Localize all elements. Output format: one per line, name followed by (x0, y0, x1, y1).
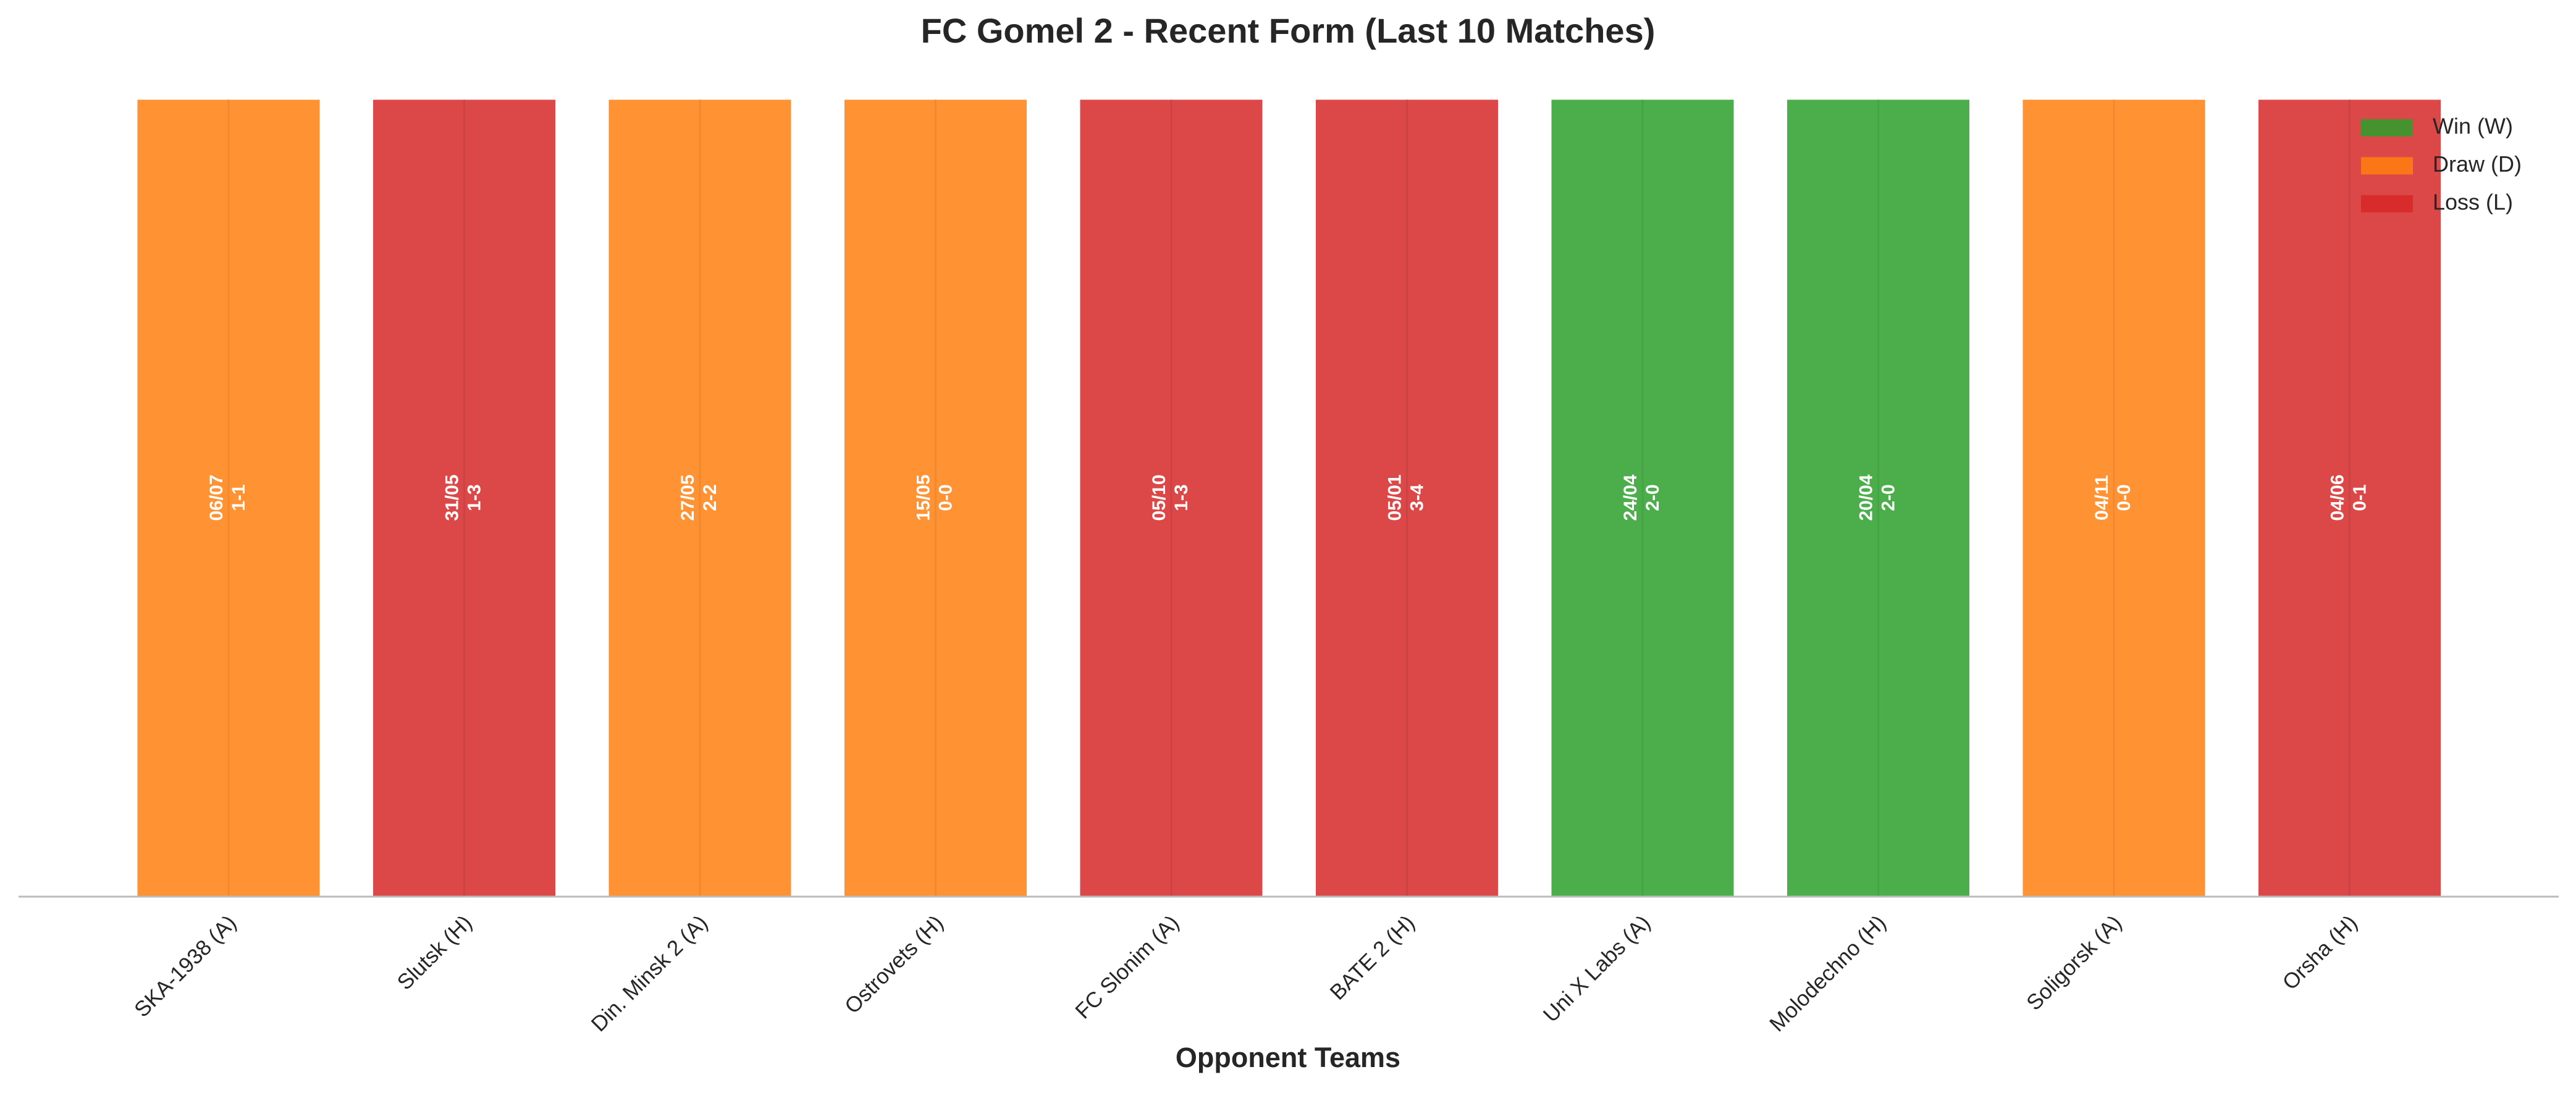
legend-label: Win (W) (2433, 114, 2513, 139)
x-tick-label: Ostrovets (H) (840, 911, 948, 1019)
x-tick-label: Uni X Labs (A) (1539, 911, 1656, 1028)
match-date: 04/11 (2092, 475, 2112, 520)
match-score: 0-1 (2349, 484, 2370, 511)
match-score: 2-0 (1643, 484, 1663, 511)
match-date: 27/05 (678, 474, 698, 521)
match-score: 2-2 (700, 484, 720, 511)
x-tick-label: Orsha (H) (2278, 911, 2362, 995)
legend-label: Draw (D) (2433, 151, 2522, 177)
legend-label: Loss (L) (2433, 190, 2513, 215)
x-axis-label: Opponent Teams (1176, 1042, 1400, 1073)
match-date: 05/01 (1384, 474, 1405, 521)
bar (2257, 98, 2443, 898)
bar (1549, 98, 1736, 898)
bar (1078, 98, 1265, 898)
match-score: 2-0 (1878, 484, 1898, 511)
legend-swatch (2361, 195, 2413, 212)
match-date: 24/04 (1620, 474, 1641, 521)
match-date: 20/04 (1856, 474, 1876, 521)
match-date: 06/07 (206, 474, 227, 521)
x-tick-label: SKA-1938 (A) (130, 911, 241, 1022)
bar (843, 98, 1029, 898)
match-score: 1-3 (464, 484, 484, 511)
match-score: 1-3 (1171, 484, 1192, 511)
legend-swatch (2361, 157, 2413, 175)
x-tick-label: Molodechno (H) (1765, 911, 1891, 1037)
x-tick-label: Soligorsk (A) (2022, 911, 2126, 1015)
bar (1785, 98, 1971, 898)
match-date: 05/10 (1149, 474, 1169, 521)
x-tick-label: Slutsk (H) (392, 911, 476, 995)
x-tick-label: BATE 2 (H) (1325, 911, 1419, 1005)
bar (607, 98, 793, 898)
match-score: 3-4 (1407, 484, 1427, 511)
match-score: 0-0 (935, 484, 956, 511)
bar (1314, 98, 1500, 898)
bar (371, 98, 557, 898)
chart-title: FC Gomel 2 - Recent Form (Last 10 Matche… (921, 11, 1656, 50)
x-tick-label: FC Slonim (A) (1071, 911, 1184, 1024)
bar (135, 98, 322, 898)
match-score: 0-0 (2114, 484, 2134, 511)
match-date: 15/05 (913, 474, 933, 521)
x-tick-label: Din. Minsk 2 (A) (587, 911, 713, 1037)
match-date: 04/06 (2327, 474, 2347, 521)
legend-swatch (2361, 119, 2413, 136)
match-date: 31/05 (442, 474, 462, 521)
match-score: 1-1 (229, 484, 249, 511)
